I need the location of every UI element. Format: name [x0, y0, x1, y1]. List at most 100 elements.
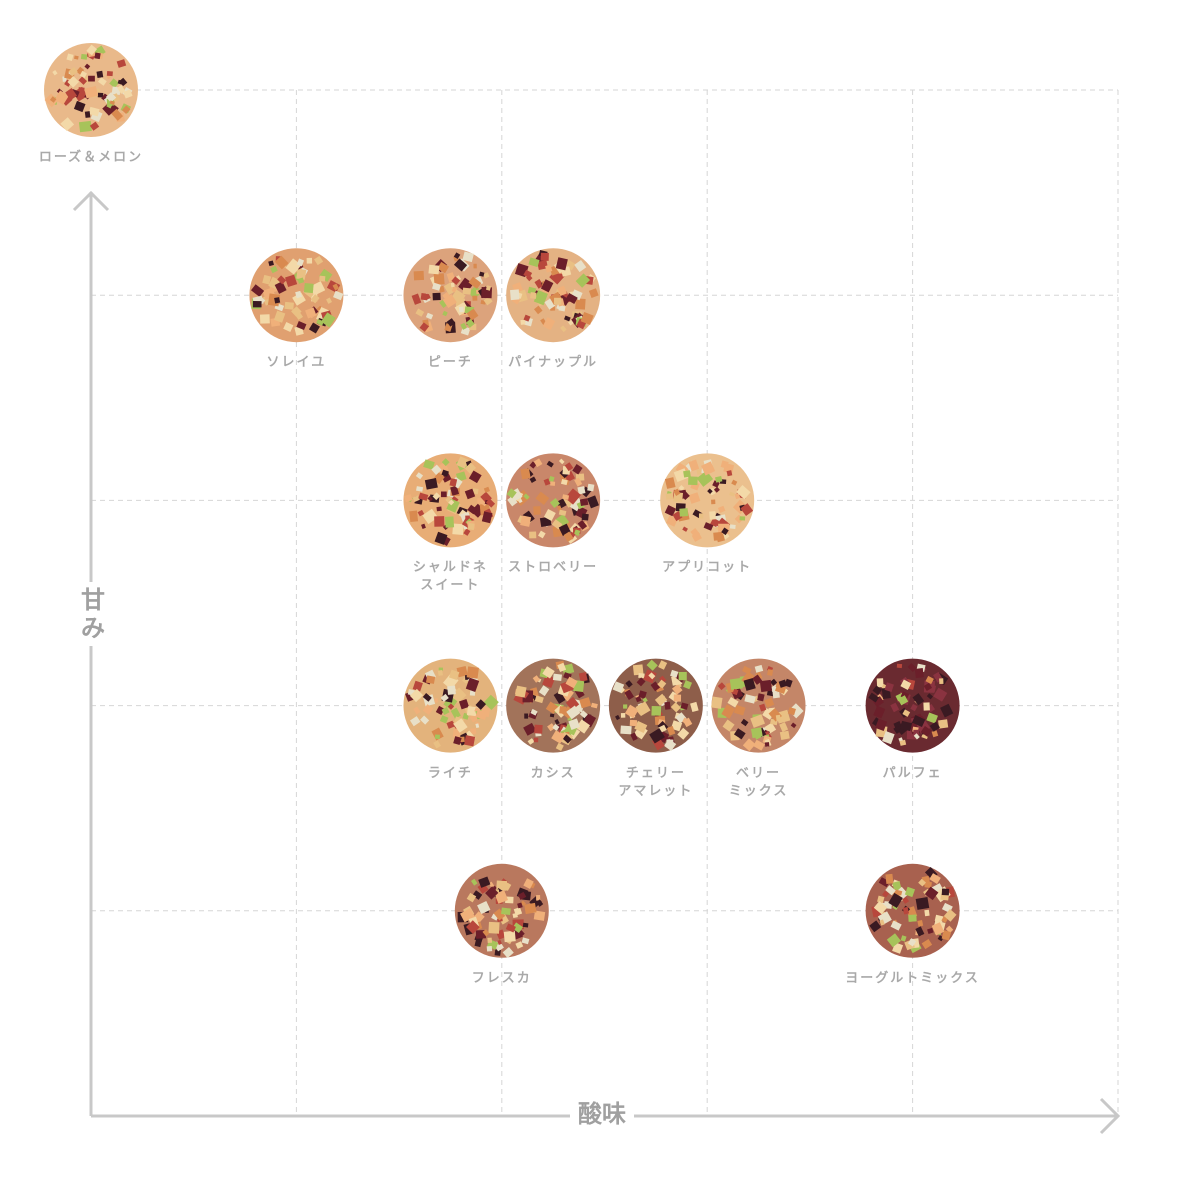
tea-fragment — [938, 719, 949, 729]
tea-fragment — [620, 725, 632, 735]
tea-fragment — [452, 523, 464, 536]
tea-fragment — [727, 697, 739, 708]
tea-fragment — [939, 678, 944, 685]
tea-fragment — [292, 292, 306, 306]
tea-fragment — [462, 287, 472, 295]
tea-fragment — [615, 714, 621, 721]
tea-fragment — [466, 892, 477, 903]
tea-fragment — [416, 486, 424, 492]
tea-fragment — [682, 526, 688, 532]
tea-fragment — [433, 273, 445, 285]
tea-fragment — [733, 728, 746, 740]
tea-fragment — [564, 462, 574, 472]
tea-fragment — [523, 878, 534, 889]
tea-fragment — [638, 673, 645, 679]
tea-fragment — [917, 920, 924, 927]
tea-fragment — [740, 718, 749, 727]
point-label-line: ソレイユ — [266, 355, 327, 371]
tea-fragment — [552, 723, 560, 731]
tea-fragment — [478, 876, 491, 888]
tea-fragment — [473, 263, 477, 269]
point-label-line: パルフェ — [882, 765, 943, 781]
tea-fragment — [902, 709, 911, 717]
tea-fragment — [535, 491, 550, 505]
tea-fragment — [764, 697, 775, 708]
tea-fragment — [634, 720, 648, 733]
tea-fragment — [468, 522, 475, 531]
tea-fragment — [493, 908, 506, 921]
tea-fragment — [80, 53, 88, 60]
tea-fragment — [540, 252, 549, 261]
tea-fragment — [270, 265, 278, 274]
tea-fragment — [494, 890, 509, 904]
tea-fragment — [731, 479, 738, 486]
tea-fragment — [678, 671, 687, 681]
tea-fragment — [624, 689, 635, 700]
tea-fragment — [84, 63, 91, 70]
tea-fragment — [453, 718, 468, 733]
tea-fragment — [882, 890, 889, 898]
tea-fragment — [97, 92, 104, 98]
point-tea-3 — [506, 248, 601, 343]
tea-fragment — [52, 70, 58, 76]
tea-fragment — [563, 315, 571, 322]
tea-fragment — [638, 690, 647, 699]
point-label-line: ベリー — [736, 765, 782, 781]
tea-fragment — [717, 682, 726, 691]
tea-fragment — [483, 296, 493, 306]
point-label: アプリコット — [662, 559, 752, 577]
tea-fragment — [462, 251, 474, 263]
tea-fragment — [940, 893, 949, 901]
tea-fragment — [418, 492, 429, 501]
tea-fragment — [879, 919, 885, 926]
tea-fragment — [888, 892, 903, 909]
tea-fragment — [575, 298, 586, 310]
point-label: パルフェ — [883, 765, 943, 783]
tea-fragment — [520, 319, 526, 325]
point-label-line: アプリコット — [662, 560, 753, 576]
tea-fragment — [73, 86, 88, 102]
tea-fragment — [274, 297, 281, 304]
tea-fragment — [534, 279, 544, 289]
tea-fragment — [533, 458, 543, 468]
tea-fragment — [869, 920, 882, 933]
tea-fragment — [666, 725, 676, 736]
tea-fragment — [466, 666, 479, 679]
tea-fragment — [690, 701, 699, 713]
tea-fragment — [914, 668, 924, 679]
tea-fragment — [651, 705, 662, 716]
tea-fragment — [97, 77, 107, 86]
tea-fragment — [579, 710, 588, 719]
tea-fragment — [96, 70, 104, 79]
tea-fragment — [451, 276, 461, 286]
tea-fragment — [475, 699, 487, 710]
tea-fragment — [497, 939, 502, 945]
point-label: ストロベリー — [508, 559, 598, 577]
tea-fragment — [630, 732, 638, 741]
y-axis-title-text: 甘み — [81, 586, 105, 642]
tea-fragment — [911, 715, 926, 728]
tea-fragment — [556, 505, 562, 511]
tea-fragment — [734, 514, 744, 524]
tea-fragment — [682, 717, 693, 728]
tea-fragment — [517, 902, 523, 909]
y-axis-arrow-icon — [72, 190, 110, 212]
tea-fragment — [590, 702, 598, 709]
tea-fragment — [277, 275, 287, 285]
tea-fragment — [78, 76, 88, 85]
tea-fragment — [448, 499, 455, 506]
tea-fragment — [274, 281, 287, 294]
tea-fragment — [501, 907, 511, 916]
tea-fragment — [333, 290, 344, 301]
tea-fragment — [106, 70, 113, 77]
tea-fragment — [74, 55, 79, 60]
tea-fragment — [463, 528, 471, 536]
tea-fragment — [111, 108, 124, 121]
tea-fragment — [485, 285, 492, 291]
tea-fragment — [562, 734, 572, 744]
tea-fragment — [523, 269, 533, 279]
tea-fragment — [534, 695, 544, 704]
tea-fragment — [554, 719, 560, 725]
tea-fragment — [755, 671, 763, 681]
tea-fragment — [491, 913, 499, 921]
